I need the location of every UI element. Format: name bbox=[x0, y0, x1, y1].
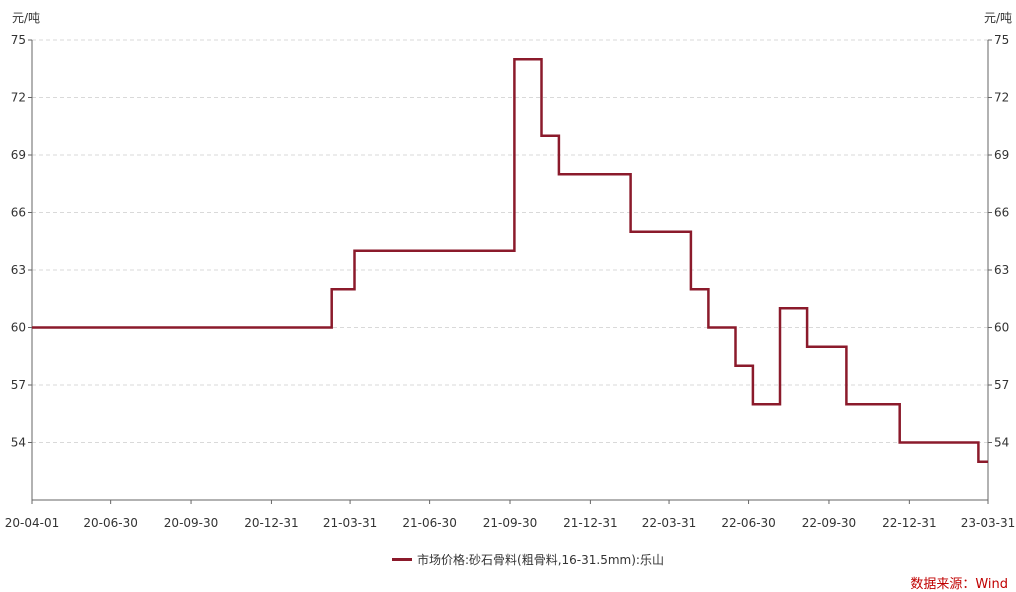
x-tick-label: 21-06-30 bbox=[402, 516, 456, 530]
x-tick-label: 21-09-30 bbox=[483, 516, 537, 530]
y-tick-label-right: 75 bbox=[994, 33, 1009, 47]
y-tick-label-left: 54 bbox=[11, 436, 26, 450]
y-tick-label-right: 66 bbox=[994, 206, 1009, 220]
x-tick-label: 21-03-31 bbox=[323, 516, 377, 530]
y-tick-label-left: 72 bbox=[11, 91, 26, 105]
x-tick-label: 21-12-31 bbox=[563, 516, 617, 530]
x-axis-ticks: 20-04-01 20-06-30 20-09-30 20-12-31 21-03-31… bbox=[5, 516, 1015, 530]
y-tick-label-right: 72 bbox=[994, 91, 1009, 105]
source-note: 数据来源：Wind bbox=[910, 577, 1008, 592]
y-tick-label-right: 60 bbox=[994, 321, 1009, 335]
y-tick-label-left: 66 bbox=[11, 206, 26, 220]
right-unit-label: 元/吨 bbox=[984, 11, 1012, 25]
x-tick-label: 22-09-30 bbox=[802, 516, 856, 530]
y-tick-label-left: 57 bbox=[11, 378, 26, 392]
y-tick-label-left: 60 bbox=[11, 321, 26, 335]
x-tick-label: 22-12-31 bbox=[882, 516, 936, 530]
y-tick-label-right: 54 bbox=[994, 436, 1009, 450]
x-tick-label: 20-12-31 bbox=[244, 516, 298, 530]
y-axis-left-ticks: 54 57 60 63 66 69 72 75 bbox=[11, 33, 26, 450]
y-tick-label-right: 63 bbox=[994, 263, 1009, 277]
x-tick-label: 20-09-30 bbox=[164, 516, 218, 530]
x-tick-label: 20-04-01 bbox=[5, 516, 59, 530]
y-tick-label-right: 57 bbox=[994, 378, 1009, 392]
y-axis-right-ticks: 54 57 60 63 66 69 72 75 bbox=[994, 33, 1009, 450]
x-tick-label: 20-06-30 bbox=[83, 516, 137, 530]
y-tick-label-right: 69 bbox=[994, 148, 1009, 162]
x-tick-label: 22-06-30 bbox=[721, 516, 775, 530]
y-tick-label-left: 63 bbox=[11, 263, 26, 277]
y-tick-label-left: 69 bbox=[11, 148, 26, 162]
left-unit-label: 元/吨 bbox=[12, 11, 40, 25]
legend: 市场价格:砂石骨料(粗骨料,16-31.5mm):乐山 bbox=[392, 551, 664, 568]
grid-lines bbox=[32, 39, 988, 443]
series-line bbox=[32, 57, 988, 463]
axes bbox=[28, 39, 992, 504]
x-tick-label: 23-03-31 bbox=[961, 516, 1015, 530]
legend-swatch bbox=[392, 558, 412, 561]
legend-label: 市场价格:砂石骨料(粗骨料,16-31.5mm):乐山 bbox=[417, 553, 664, 567]
x-tick-label: 22-03-31 bbox=[642, 516, 696, 530]
series-layer bbox=[32, 57, 988, 463]
y-tick-label-left: 75 bbox=[11, 33, 26, 47]
